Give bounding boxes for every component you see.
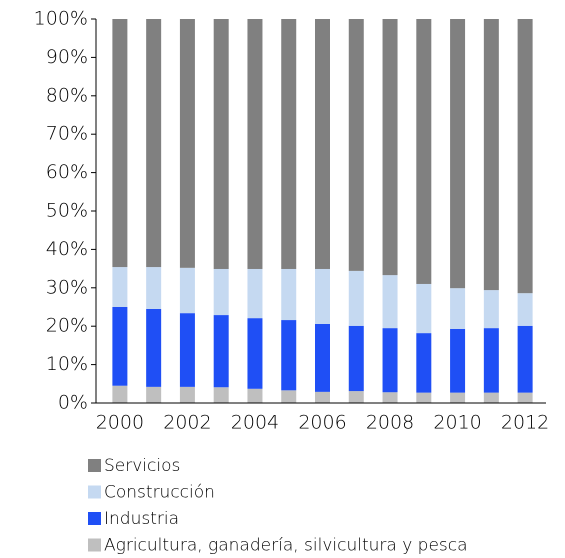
bar-segment [281, 268, 297, 321]
bar-segment [247, 19, 263, 269]
bar-segment [112, 267, 128, 307]
bar-segment [416, 19, 432, 284]
bar-segment [179, 267, 195, 314]
y-tick-label: 50% [46, 200, 88, 222]
x-tick-label: 2012 [501, 412, 549, 434]
y-tick-label: 90% [46, 46, 88, 68]
bar-segment [348, 270, 364, 326]
bar-segment [348, 19, 364, 271]
bar-segment [213, 19, 229, 269]
y-tick-label: 40% [46, 238, 88, 260]
bar-segment [146, 386, 162, 403]
x-tick-label: 2004 [231, 412, 279, 434]
bar-segment [112, 385, 128, 403]
bar-segment [315, 19, 330, 269]
y-tick-label: 0% [58, 392, 88, 414]
bar-segment [450, 288, 466, 329]
bar-segment [112, 307, 128, 386]
bar-segment [247, 388, 263, 403]
legend-swatch [88, 485, 101, 499]
bar-segment [281, 320, 297, 391]
bar-segment [450, 19, 466, 289]
bar-segment [382, 19, 398, 276]
y-tick-label: 10% [46, 353, 88, 375]
bar-segment [382, 275, 398, 329]
bar-segment [179, 19, 195, 268]
bar-segment [382, 328, 398, 393]
x-tick-label: 2008 [366, 412, 414, 434]
bar-segment [315, 323, 330, 392]
bar-segment [416, 283, 432, 334]
y-tick-label: 80% [46, 84, 88, 106]
legend-label: Agricultura, ganadería, silvicultura y p… [104, 536, 468, 556]
bar-segment [483, 19, 499, 291]
x-tick-label: 2000 [96, 412, 144, 434]
bar-segment [247, 318, 263, 389]
bar-segment [281, 390, 297, 403]
legend-label: Servicios [104, 456, 180, 476]
legend-label: Industria [104, 509, 179, 529]
bar-segment [450, 328, 466, 393]
y-tick-label: 30% [46, 276, 88, 298]
bar-segment [315, 268, 330, 324]
x-tick-label: 2010 [433, 412, 481, 434]
bar-segment [348, 325, 364, 392]
bar-segment [247, 268, 263, 319]
bar-segment [517, 325, 533, 393]
bar-segment [483, 392, 499, 403]
x-tick-label: 2002 [163, 412, 211, 434]
y-tick-label: 70% [46, 123, 88, 145]
legend-label: Construcción [104, 483, 215, 503]
bar-segment [146, 19, 162, 268]
bar-segment [483, 328, 499, 393]
bar-segment [213, 268, 229, 316]
bar-segment [382, 392, 398, 403]
y-tick-label: 100% [34, 8, 88, 30]
bar-segment [517, 392, 533, 403]
bar-segment [146, 267, 162, 309]
bar-segment [483, 290, 499, 329]
bar-segment [179, 313, 195, 387]
bar-segment [416, 392, 432, 403]
bar-segment [517, 293, 533, 326]
bar-segment [348, 391, 364, 403]
bar-segment [450, 392, 466, 403]
legend-swatch [88, 538, 101, 552]
legend-swatch [88, 459, 101, 472]
bar-segment [146, 308, 162, 387]
y-tick-label: 20% [46, 315, 88, 337]
bar-segment [315, 391, 330, 403]
bar-segment [517, 19, 533, 294]
bar-segment [416, 333, 432, 393]
x-tick-label: 2006 [298, 412, 346, 434]
bar-segment [213, 315, 229, 388]
bar-segment [213, 387, 229, 403]
legend-swatch [88, 512, 101, 525]
bar-segment [179, 386, 195, 403]
y-tick-label: 60% [46, 161, 88, 183]
bar-segment [281, 19, 297, 269]
bar-segment [112, 19, 128, 268]
